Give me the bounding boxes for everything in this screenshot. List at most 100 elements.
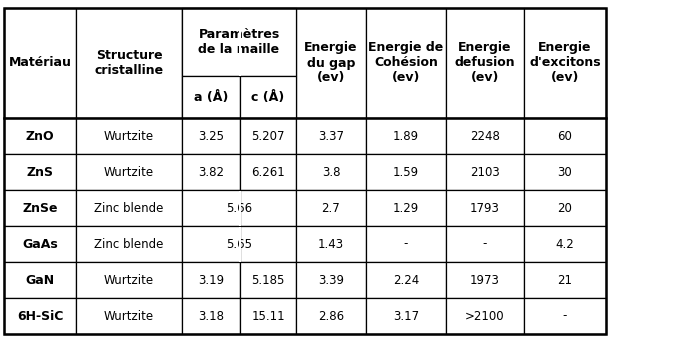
Text: Energie de
Cohésion
(ev): Energie de Cohésion (ev) xyxy=(369,42,444,84)
Text: 4.2: 4.2 xyxy=(555,238,575,250)
Bar xyxy=(524,8,606,118)
Bar xyxy=(240,76,296,118)
Bar xyxy=(4,154,76,190)
Bar xyxy=(366,226,446,262)
Text: 1.43: 1.43 xyxy=(318,238,344,250)
Bar xyxy=(366,154,446,190)
Bar xyxy=(182,190,240,226)
Bar xyxy=(446,226,524,262)
Bar xyxy=(296,226,366,262)
Text: ZnSe: ZnSe xyxy=(22,201,58,215)
Bar xyxy=(182,262,240,298)
Bar xyxy=(366,190,446,226)
Bar xyxy=(446,118,524,154)
Text: 3.82: 3.82 xyxy=(198,166,224,178)
Bar xyxy=(296,262,366,298)
Text: Paramètres
de la maille: Paramètres de la maille xyxy=(198,28,280,56)
Text: Wurtzite: Wurtzite xyxy=(104,273,154,287)
Text: 6H-SiC: 6H-SiC xyxy=(17,310,63,322)
Bar xyxy=(76,262,182,298)
Text: 5.65: 5.65 xyxy=(226,238,252,250)
Bar xyxy=(76,298,182,334)
Bar xyxy=(446,298,524,334)
Bar xyxy=(76,190,182,226)
Bar xyxy=(76,8,182,118)
Bar xyxy=(76,154,182,190)
Text: ZnO: ZnO xyxy=(25,129,54,143)
Text: 3.37: 3.37 xyxy=(318,129,344,143)
Text: 5.207: 5.207 xyxy=(251,129,285,143)
Text: Energie
d'excitons
(ev): Energie d'excitons (ev) xyxy=(529,42,601,84)
Bar xyxy=(182,8,296,76)
Text: 3.19: 3.19 xyxy=(198,273,224,287)
Bar xyxy=(524,226,606,262)
Bar xyxy=(446,154,524,190)
Bar xyxy=(182,154,240,190)
Text: c (Å): c (Å) xyxy=(251,91,285,103)
Text: 2248: 2248 xyxy=(470,129,500,143)
Text: >2100: >2100 xyxy=(465,310,505,322)
Bar xyxy=(4,118,76,154)
Bar xyxy=(366,118,446,154)
Text: -: - xyxy=(483,238,487,250)
Text: Matériau: Matériau xyxy=(8,56,72,70)
Bar xyxy=(4,262,76,298)
Bar xyxy=(296,154,366,190)
Bar xyxy=(76,118,182,154)
Bar xyxy=(4,8,606,334)
Text: 1793: 1793 xyxy=(470,201,500,215)
Text: Zinc blende: Zinc blende xyxy=(94,238,164,250)
Text: GaN: GaN xyxy=(25,273,54,287)
Text: 1.89: 1.89 xyxy=(393,129,419,143)
Text: -: - xyxy=(404,238,408,250)
Bar xyxy=(182,226,240,262)
Bar xyxy=(296,190,366,226)
Text: 30: 30 xyxy=(557,166,573,178)
Text: 1.29: 1.29 xyxy=(393,201,419,215)
Text: 60: 60 xyxy=(557,129,573,143)
Bar xyxy=(524,298,606,334)
Text: 3.25: 3.25 xyxy=(198,129,224,143)
Text: 3.17: 3.17 xyxy=(393,310,419,322)
Text: a (Å): a (Å) xyxy=(194,91,228,103)
Bar xyxy=(76,226,182,262)
Text: 15.11: 15.11 xyxy=(251,310,285,322)
Text: 2103: 2103 xyxy=(470,166,500,178)
Text: Energie
defusion
(ev): Energie defusion (ev) xyxy=(455,42,515,84)
Text: -: - xyxy=(563,310,567,322)
Text: Energie
du gap
(ev): Energie du gap (ev) xyxy=(305,42,358,84)
Text: 5.66: 5.66 xyxy=(226,201,252,215)
Text: 3.39: 3.39 xyxy=(318,273,344,287)
Bar xyxy=(240,118,296,154)
Bar xyxy=(446,190,524,226)
Bar xyxy=(366,262,446,298)
Text: 20: 20 xyxy=(557,201,573,215)
Bar xyxy=(4,190,76,226)
Text: GaAs: GaAs xyxy=(22,238,58,250)
Bar xyxy=(182,298,240,334)
Text: 21: 21 xyxy=(557,273,573,287)
Text: 3.18: 3.18 xyxy=(198,310,224,322)
Text: 2.86: 2.86 xyxy=(318,310,344,322)
Bar xyxy=(524,118,606,154)
Bar xyxy=(182,118,240,154)
Text: Wurtzite: Wurtzite xyxy=(104,166,154,178)
Bar xyxy=(4,8,76,118)
Bar xyxy=(296,118,366,154)
Bar xyxy=(240,298,296,334)
Text: Wurtzite: Wurtzite xyxy=(104,129,154,143)
Text: Wurtzite: Wurtzite xyxy=(104,310,154,322)
Bar xyxy=(239,227,241,262)
Bar xyxy=(296,298,366,334)
Bar xyxy=(4,298,76,334)
Bar xyxy=(182,76,240,118)
Bar xyxy=(524,262,606,298)
Text: 6.261: 6.261 xyxy=(251,166,285,178)
Bar xyxy=(240,8,296,118)
Text: 1973: 1973 xyxy=(470,273,500,287)
Bar xyxy=(366,298,446,334)
Text: Structure
cristalline: Structure cristalline xyxy=(94,49,163,77)
Bar xyxy=(240,226,296,262)
Bar xyxy=(240,154,296,190)
Text: 2.7: 2.7 xyxy=(322,201,340,215)
